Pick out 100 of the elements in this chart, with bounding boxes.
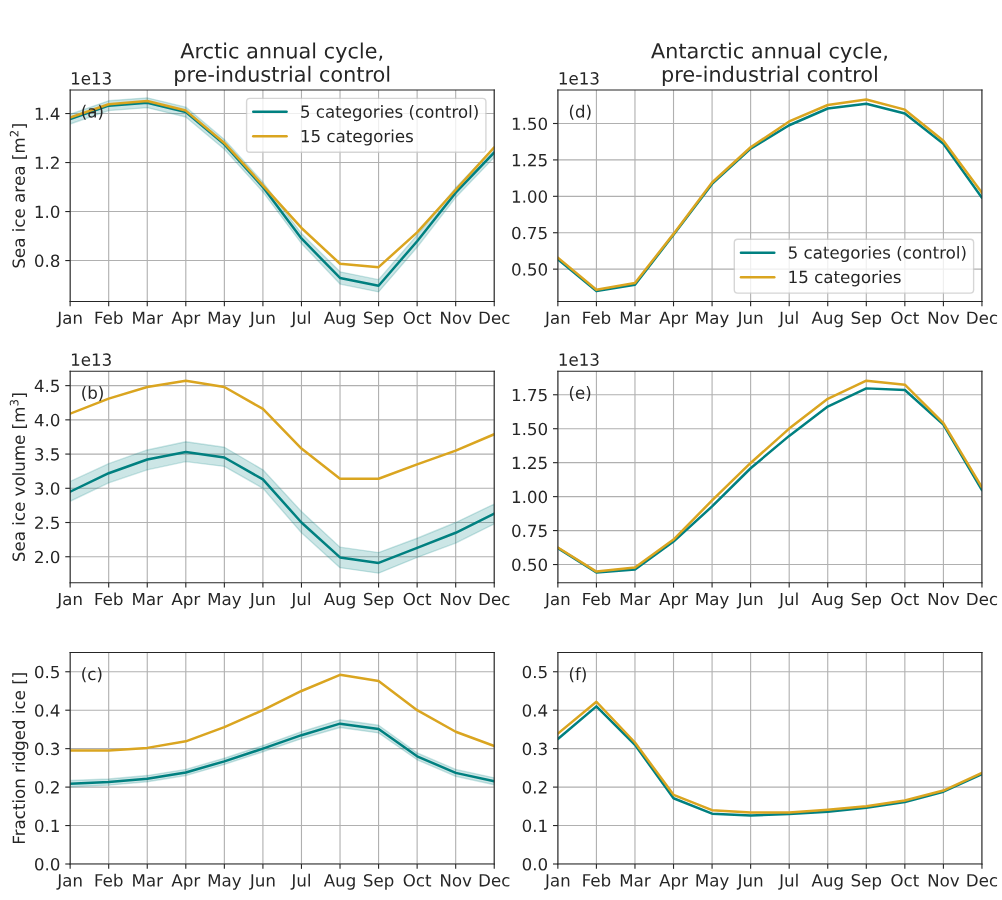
x-tick-label: Feb	[583, 311, 611, 325]
y-tick-label: 2.0	[35, 550, 60, 564]
x-tick-label: Nov	[441, 592, 472, 606]
line-series	[70, 379, 495, 480]
y-tick-label: 1.25	[512, 153, 547, 167]
x-tick-label: Sep	[363, 311, 394, 328]
y-tick-label: 1.4	[35, 107, 60, 120]
x-tick-label: Oct	[891, 874, 919, 887]
x-tick-label: Sep	[363, 592, 394, 609]
legend-label: 15 categories	[789, 270, 901, 287]
x-tick-label: Feb	[95, 592, 123, 606]
y-tick-label: 1.0	[35, 205, 60, 219]
x-tick-label: Aug	[323, 592, 355, 609]
x-tick-label: Jul	[290, 311, 310, 328]
x-tick-label: Jul	[778, 311, 798, 328]
x-tick-label: Feb	[583, 592, 611, 606]
text: 1e13	[71, 72, 111, 85]
y-tick-label: 0.1	[522, 819, 547, 833]
annotation: (e)	[569, 386, 591, 401]
x-tick-label: Jan	[56, 311, 82, 328]
y-tick-label: 0.5	[522, 665, 547, 679]
x-tick-label: Dec	[967, 874, 998, 887]
x-tick-label: Oct	[891, 592, 919, 606]
y-tick-label: 4.5	[34, 379, 59, 393]
y-tick-label: 1.2	[35, 156, 59, 169]
x-tick-label: Oct	[403, 592, 432, 606]
x-tick-label: Oct	[403, 874, 432, 887]
x-tick-label: Jun	[736, 874, 763, 890]
x-tick-label: Sep	[851, 592, 882, 609]
x-tick-label: Nov	[441, 311, 472, 325]
x-tick-label: May	[208, 592, 242, 609]
x-tick-label: Feb	[95, 311, 123, 325]
y-tick-label: 0.50	[512, 263, 548, 276]
x-tick-label: Nov	[441, 874, 472, 887]
x-tick-label: Sep	[363, 874, 394, 890]
x-tick-label: Feb	[95, 873, 123, 887]
x-tick-label: May	[696, 592, 729, 609]
y-tick-label: 1.00	[512, 190, 548, 203]
y-tick-label: 0.0	[522, 857, 548, 871]
y-tick-label: 0.4	[522, 704, 548, 717]
x-tick-label: Jun	[249, 592, 275, 609]
x-tick-label: Aug	[811, 592, 843, 609]
x-tick-label: May	[696, 311, 729, 328]
x-tick-label: Jan	[544, 311, 570, 328]
x-tick-label: May	[208, 874, 242, 890]
x-tick-label: Dec	[479, 311, 510, 325]
y-tick-label: 0.4	[35, 704, 60, 717]
x-tick-label: Mar	[620, 592, 651, 606]
x-tick-label: Dec	[479, 874, 510, 887]
text: 1e13	[559, 72, 599, 85]
annotation: (c)	[82, 667, 102, 683]
x-tick-label: Mar	[620, 311, 651, 325]
x-tick-label: Mar	[133, 592, 163, 606]
y-tick-label: 0.5	[35, 665, 59, 679]
x-tick-label: Aug	[323, 311, 355, 328]
y-tick-label: 1.50	[512, 117, 548, 131]
y-tick-label: 0.8	[35, 254, 60, 268]
x-tick-label: Mar	[620, 874, 651, 887]
annotation: (f)	[569, 667, 586, 683]
y-tick-label: 0.3	[522, 742, 547, 756]
text: 1e13	[71, 353, 111, 366]
x-tick-label: Jan	[56, 592, 82, 609]
x-tick-label: Mar	[133, 874, 163, 887]
x-tick-label: Aug	[811, 874, 843, 890]
x-tick-label: Dec	[479, 592, 510, 606]
x-tick-label: Nov	[928, 311, 960, 325]
x-tick-label: Oct	[403, 311, 432, 325]
x-tick-label: Sep	[851, 311, 882, 328]
x-tick-label: Jun	[736, 592, 763, 609]
x-tick-label: Nov	[928, 592, 960, 606]
y-axis-title: Sea ice volume [m$^{3}$]	[9, 393, 27, 561]
x-tick-label: Jul	[778, 873, 798, 890]
x-tick-label: Jun	[249, 311, 275, 328]
x-tick-label: May	[208, 311, 242, 328]
x-tick-label: Apr	[659, 874, 688, 890]
x-tick-label: Feb	[583, 873, 611, 887]
y-tick-label: 3.0	[35, 482, 60, 495]
x-tick-label: Jul	[290, 873, 310, 890]
y-tick-label: 0.2	[522, 781, 547, 794]
y-tick-label: 0.2	[35, 781, 59, 794]
x-tick-label: Dec	[967, 592, 998, 606]
x-tick-label: Jan	[544, 874, 570, 890]
y-tick-label: 4.0	[34, 413, 60, 427]
x-tick-label: Dec	[967, 311, 998, 325]
x-tick-label: Jul	[290, 592, 310, 609]
y-tick-label: 0.0	[35, 857, 60, 871]
x-tick-label: Aug	[811, 311, 843, 328]
y-tick-label: 0.75	[512, 524, 547, 538]
legend-label: 15 categories	[301, 129, 413, 146]
y-tick-label: 1.75	[512, 388, 547, 402]
annotation: (b)	[82, 386, 103, 401]
chart-title: Arctic annual cycle, pre-industrial control	[175, 42, 390, 86]
x-tick-label: Jun	[249, 874, 275, 890]
x-tick-label: Apr	[171, 592, 201, 609]
x-tick-label: Jan	[544, 592, 570, 609]
x-tick-label: Apr	[171, 874, 201, 890]
y-tick-label: 1.50	[512, 422, 548, 436]
annotation: (d)	[569, 104, 591, 120]
y-axis-title: Sea ice area [m$^{2}$]	[9, 124, 27, 268]
x-tick-label: May	[696, 874, 729, 890]
